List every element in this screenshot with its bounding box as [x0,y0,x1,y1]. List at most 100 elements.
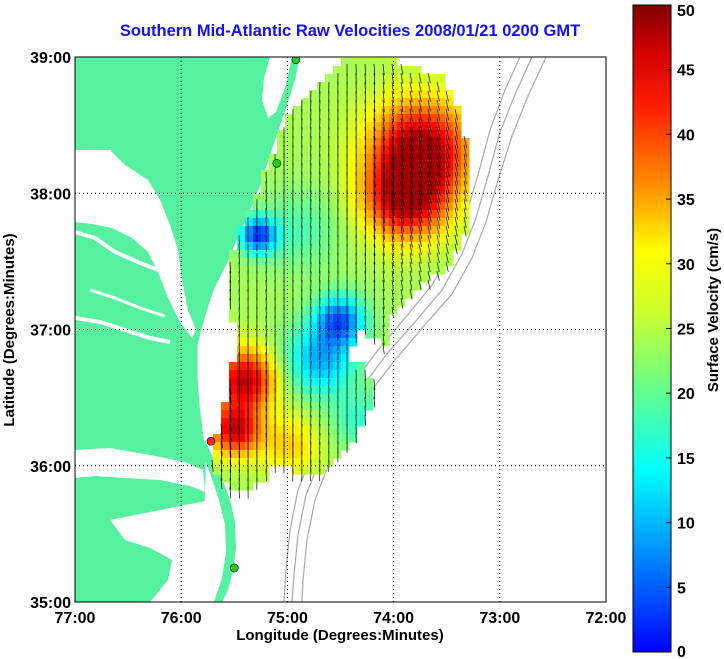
velocity-cell [245,370,254,379]
velocity-arrow [265,450,267,464]
velocity-cell [317,434,326,443]
velocity-arrow [364,252,366,265]
velocity-cell [317,122,326,131]
velocity-cell [429,178,438,187]
velocity-cell [333,354,342,363]
velocity-cell [285,202,294,211]
velocity-cell [301,218,310,227]
velocity-cell [429,146,438,155]
velocity-cell [357,386,366,395]
velocity-cell [421,234,430,243]
velocity-arrow [436,225,441,238]
velocity-cell [277,458,286,467]
velocity-cell [405,114,414,123]
velocity-cell [405,122,414,131]
velocity-arrow [373,315,376,327]
velocity-cell [317,282,326,291]
velocity-arrow [436,153,441,169]
velocity-cell [437,210,446,219]
velocity-arrow [409,126,414,142]
velocity-arrow [373,153,376,169]
velocity-cell [333,250,342,259]
velocity-cell [349,170,358,179]
velocity-arrow [382,252,385,265]
velocity-cell [325,202,334,211]
velocity-arrow [364,279,366,292]
velocity-arrow [400,216,404,233]
velocity-cell [333,226,342,235]
velocity-cell [277,402,286,411]
velocity-arrow [454,117,458,130]
velocity-cell [349,162,358,171]
velocity-cell [237,338,246,347]
velocity-cell [269,282,278,291]
velocity-cell [381,322,390,331]
velocity-cell [357,98,366,107]
velocity-cell [397,226,406,235]
velocity-arrow [454,225,458,237]
velocity-arrow [445,162,450,177]
velocity-cell [341,418,350,427]
velocity-cell [373,322,382,331]
velocity-cell [421,258,430,267]
velocity-cell [397,202,406,211]
velocity-cell [229,250,238,259]
velocity-cell [357,282,366,291]
velocity-cell [293,154,302,163]
velocity-cell [413,114,422,123]
velocity-cell [357,154,366,163]
velocity-cell [381,146,390,155]
velocity-cell [413,98,422,107]
velocity-cell [341,218,350,227]
velocity-arrow [373,207,376,223]
velocity-cell [341,202,350,211]
velocity-cell [301,234,310,243]
velocity-cell [285,402,294,411]
velocity-cell [349,218,358,227]
velocity-cell [397,194,406,203]
velocity-cell [437,114,446,123]
velocity-cell [221,402,230,411]
velocity-cell [341,426,350,435]
velocity-cell [437,162,446,171]
velocity-arrow [427,117,432,131]
velocity-cell [373,170,382,179]
x-tick-label: 76:00 [161,610,202,627]
velocity-cell [389,154,398,163]
x-tick-label: 73:00 [479,610,520,627]
velocity-cell [317,442,326,451]
velocity-cell [309,290,318,299]
velocity-cell [301,386,310,395]
velocity-cell [389,138,398,147]
velocity-cell [229,426,238,435]
velocity-cell [333,178,342,187]
velocity-cell [333,218,342,227]
velocity-cell [285,322,294,331]
velocity-cell [325,290,334,299]
velocity-cell [245,242,254,251]
velocity-arrow [400,297,404,309]
velocity-cell [349,394,358,403]
velocity-cell [301,242,310,251]
velocity-cell [245,450,254,459]
x-tick-label: 77:00 [55,610,96,627]
velocity-arrow [364,243,366,256]
velocity-cell [237,426,246,435]
velocity-cell [325,338,334,347]
velocity-cell [269,410,278,419]
velocity-arrow [229,423,232,441]
velocity-cell [269,266,278,275]
y-tick-label: 36:00 [30,459,71,476]
radar-station-marker [206,436,216,446]
velocity-cell [229,474,238,483]
velocity-cell [293,362,302,371]
velocity-cell [357,402,366,411]
velocity-cell [253,346,262,355]
velocity-cell [349,114,358,123]
velocity-cell [405,210,414,219]
velocity-cell [309,242,318,251]
velocity-cell [381,82,390,91]
velocity-arrow [373,135,376,150]
velocity-arrow [382,234,385,248]
velocity-arrow [373,144,376,160]
